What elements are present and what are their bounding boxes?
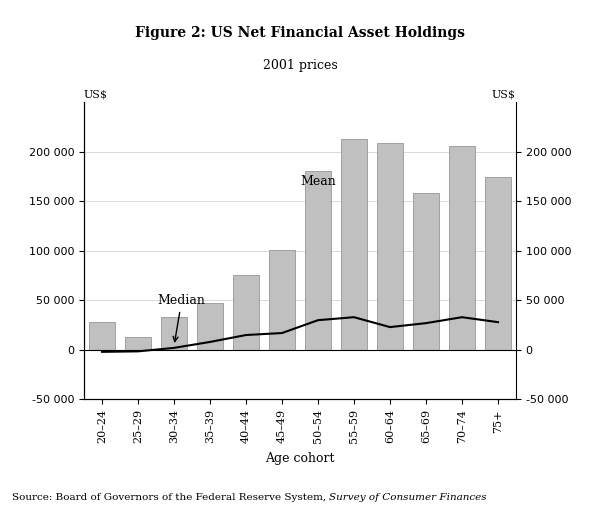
Bar xyxy=(125,337,151,350)
Bar xyxy=(89,322,115,350)
Bar xyxy=(341,139,367,350)
Text: US$: US$ xyxy=(84,90,108,99)
Text: US$: US$ xyxy=(492,90,516,99)
Text: 2001 prices: 2001 prices xyxy=(263,59,337,72)
Bar xyxy=(413,194,439,350)
Text: Survey of Consumer Finances: Survey of Consumer Finances xyxy=(329,493,487,502)
Bar xyxy=(449,146,475,350)
Text: Median: Median xyxy=(158,294,206,342)
Bar xyxy=(269,250,295,350)
Bar xyxy=(233,274,259,350)
Text: Figure 2: US Net Financial Asset Holdings: Figure 2: US Net Financial Asset Holding… xyxy=(135,26,465,39)
X-axis label: Age cohort: Age cohort xyxy=(265,452,335,464)
Bar xyxy=(485,177,511,350)
Text: Source: Board of Governors of the Federal Reserve System,: Source: Board of Governors of the Federa… xyxy=(12,493,329,502)
Bar xyxy=(305,170,331,350)
Bar xyxy=(161,317,187,350)
Text: Mean: Mean xyxy=(300,175,336,188)
Bar xyxy=(377,143,403,350)
Bar xyxy=(197,303,223,350)
